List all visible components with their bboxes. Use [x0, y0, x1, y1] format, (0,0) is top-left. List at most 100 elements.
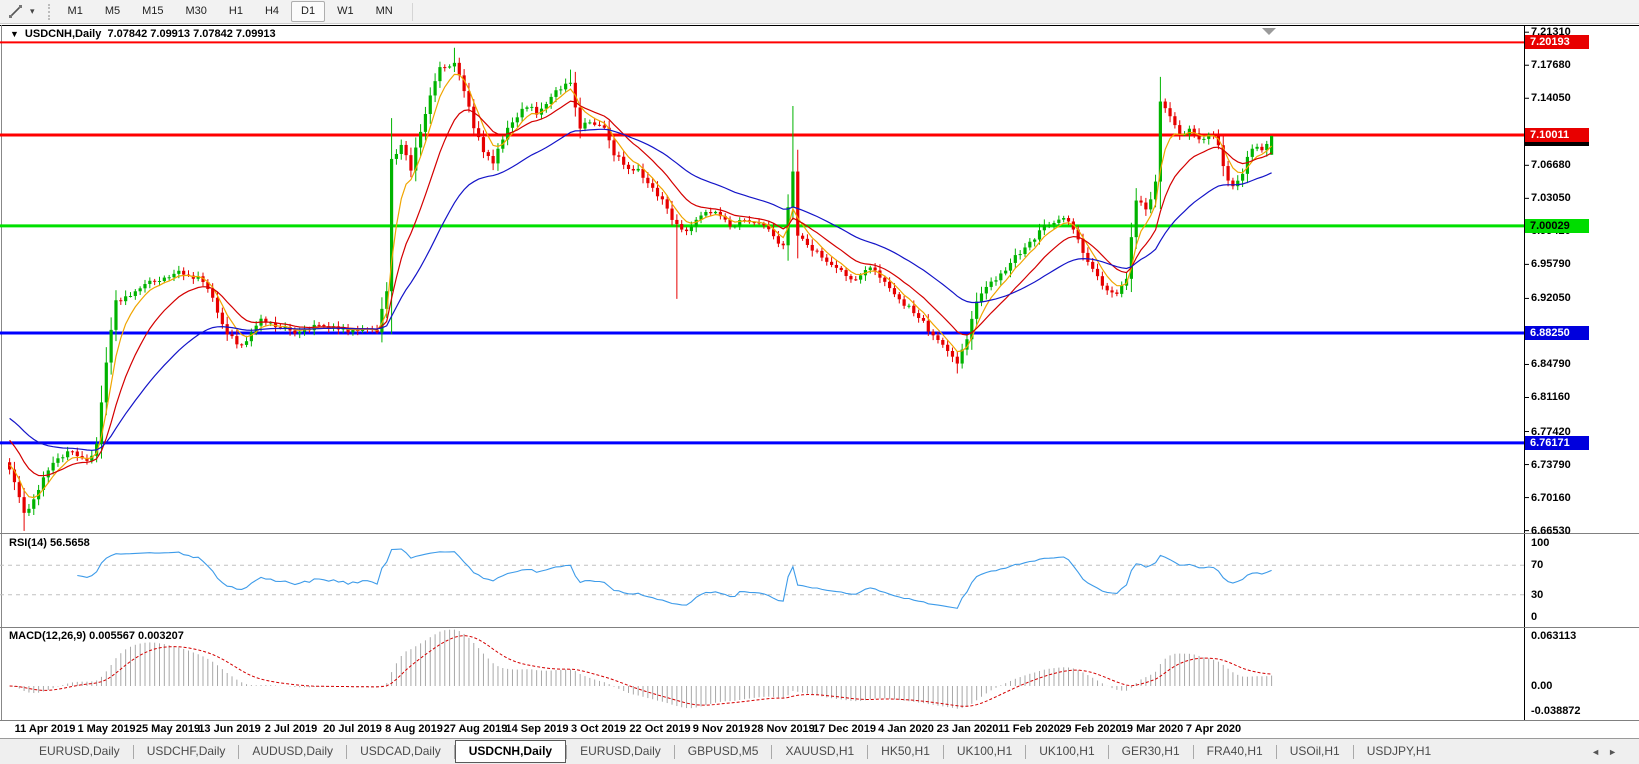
toolbar-separator — [411, 2, 413, 21]
price-axis-label: 6.77420 — [1531, 425, 1571, 438]
date-axis-label: 28 Nov 2019 — [751, 723, 815, 735]
tab-uk100-h1[interactable]: UK100,H1 — [1039, 744, 1095, 758]
price-axis-label: 6.66530 — [1531, 524, 1571, 537]
macd-indicator-label: MACD(12,26,9) 0.005567 0.003207 — [9, 630, 184, 642]
date-axis-label: 20 Jul 2019 — [323, 723, 382, 735]
price-axis-label: 7.17680 — [1531, 59, 1571, 72]
tab-scroll-right-icon: ► — [1608, 746, 1625, 757]
date-axis-label: 25 May 2019 — [135, 723, 201, 735]
chart-shift-marker[interactable] — [1262, 28, 1276, 35]
rsi-indicator-label: RSI(14) 56.5658 — [9, 537, 90, 549]
rsi-axis-label: 100 — [1531, 537, 1550, 549]
hline-price-badge: 7.20193 — [1525, 35, 1589, 50]
date-axis-label: 13 Jun 2019 — [198, 723, 261, 735]
timeframe-button-d1[interactable]: D1 — [291, 1, 326, 22]
tab-fra40-h1[interactable]: FRA40,H1 — [1206, 744, 1263, 758]
chart-title: ▼ USDCNH,Daily 7.07842 7.09913 7.07842 7.… — [10, 28, 276, 40]
current-price-badge — [1525, 140, 1589, 146]
timeframe-button-m1[interactable]: M1 — [67, 5, 83, 17]
tab-scroll-left-icon: ◄ — [1591, 746, 1609, 757]
tab-eurusd-daily[interactable]: EURUSD,Daily — [580, 744, 661, 758]
price-axis-label: 7.06680 — [1531, 159, 1571, 172]
tab-separator — [867, 744, 869, 759]
tab-hk50-h1[interactable]: HK50,H1 — [881, 744, 930, 758]
chart-ohlc-values: 7.07842 7.09913 7.07842 7.09913 — [107, 28, 276, 40]
tab-separator — [1107, 744, 1109, 759]
macd-signal-line[interactable] — [9, 635, 1272, 707]
date-axis-label: 11 Feb 2020 — [998, 723, 1060, 735]
candlestick-series — [8, 47, 1274, 531]
date-axis-label: 23 Jan 2020 — [936, 723, 999, 735]
tab-scroll-arrows[interactable]: ◄► — [1591, 747, 1625, 757]
ma-fast-line[interactable] — [9, 73, 1273, 499]
chart-symbol-period: USDCNH,Daily — [24, 28, 102, 40]
price-axis-label: 6.92050 — [1531, 292, 1571, 305]
date-axis-label: 4 Jan 2020 — [878, 723, 934, 735]
tab-uk100-h1[interactable]: UK100,H1 — [956, 744, 1013, 758]
tab-separator — [1352, 744, 1354, 759]
tab-usdchf-daily[interactable]: USDCHF,Daily — [146, 744, 226, 758]
ma-medium-line[interactable] — [9, 100, 1272, 477]
ma-slow-line[interactable] — [9, 128, 1272, 451]
date-axis-label: 29 Feb 2020 — [1059, 723, 1122, 735]
tab-xauusd-h1[interactable]: XAUUSD,H1 — [785, 744, 855, 758]
date-axis-label: 9 Nov 2019 — [692, 723, 751, 735]
rsi-axis-label: 30 — [1531, 588, 1544, 601]
hline-price-badge: 7.00029 — [1525, 218, 1589, 233]
tab-usdcad-daily[interactable]: USDCAD,Daily — [360, 744, 441, 758]
timeframe-button-mn[interactable]: MN — [375, 5, 393, 17]
tab-separator — [1192, 744, 1194, 759]
date-axis-label: 19 Mar 2020 — [1120, 723, 1184, 735]
macd-histogram — [13, 629, 1273, 709]
tab-separator — [238, 744, 240, 759]
tab-separator — [453, 744, 455, 759]
tab-separator — [942, 744, 944, 759]
tab-usoil-h1[interactable]: USOil,H1 — [1289, 744, 1340, 758]
tab-gbpusd-m5[interactable]: GBPUSD,M5 — [687, 744, 759, 758]
date-axis-label: 11 Apr 2019 — [14, 723, 76, 735]
hline-price-badge: 7.10011 — [1525, 128, 1589, 142]
tab-separator — [771, 744, 773, 759]
tab-separator — [566, 744, 568, 759]
date-axis-label: 17 Dec 2019 — [813, 723, 876, 735]
tool-dropdown-caret-icon[interactable]: ▾ — [30, 6, 35, 16]
tab-eurusd-daily[interactable]: EURUSD,Daily — [39, 744, 120, 758]
tab-separator — [1275, 744, 1277, 759]
price-axis-label: 6.95790 — [1531, 258, 1571, 271]
chart-context-dropdown-icon[interactable]: ▼ — [10, 29, 19, 39]
date-axis-label: 3 Oct 2019 — [570, 723, 627, 735]
tab-audusd-daily[interactable]: AUDUSD,Daily — [252, 744, 334, 758]
macd-axis-label: 0.063113 — [1531, 630, 1577, 642]
hline-price-badge: 6.76171 — [1525, 435, 1589, 450]
tab-usdjpy-h1[interactable]: USDJPY,H1 — [1366, 744, 1432, 758]
rsi-axis-label: 0 — [1531, 611, 1538, 623]
tab-separator — [673, 744, 675, 759]
macd-axis-label: -0.038872 — [1531, 705, 1581, 717]
date-axis-label: 22 Oct 2019 — [629, 723, 691, 735]
trendline-tool-icon[interactable] — [6, 3, 26, 21]
timeframe-button-w1[interactable]: W1 — [337, 5, 354, 17]
tab-ger30-h1[interactable]: GER30,H1 — [1121, 744, 1180, 758]
date-axis-label: 14 Sep 2019 — [505, 723, 569, 735]
price-axis-label: 6.73790 — [1531, 458, 1571, 471]
date-axis-label: 1 May 2019 — [77, 723, 136, 735]
rsi-line[interactable] — [77, 548, 1272, 609]
timeframe-button-m5[interactable]: M5 — [104, 5, 121, 17]
price-axis-label: 7.14050 — [1531, 92, 1571, 105]
tab-usdcnh-daily[interactable]: USDCNH,Daily — [454, 740, 567, 763]
timeframe-button-h1[interactable]: H1 — [228, 5, 243, 17]
date-axis-label: 2 Jul 2019 — [264, 723, 318, 735]
price-axis-label: 6.70160 — [1531, 491, 1571, 504]
date-axis-label: 27 Aug 2019 — [443, 723, 508, 735]
price-axis-label: 7.03050 — [1531, 192, 1571, 205]
price-axis-label: 6.84790 — [1531, 358, 1571, 371]
macd-axis-label: 0.00 — [1531, 680, 1553, 692]
date-axis-label: 8 Aug 2019 — [385, 723, 443, 735]
top-toolbar: ▾ M1 M5 M15 M30 H1 H4 D1 W1 MN — [0, 0, 1639, 24]
timeframe-button-m15[interactable]: M15 — [142, 5, 164, 17]
timeframe-button-h4[interactable]: H4 — [264, 5, 280, 17]
timeframe-button-m30[interactable]: M30 — [185, 5, 207, 17]
symbol-tab-bar: EURUSD,Daily USDCHF,Daily AUDUSD,Daily USDC… — [0, 738, 1639, 764]
tab-separator — [1025, 744, 1027, 759]
